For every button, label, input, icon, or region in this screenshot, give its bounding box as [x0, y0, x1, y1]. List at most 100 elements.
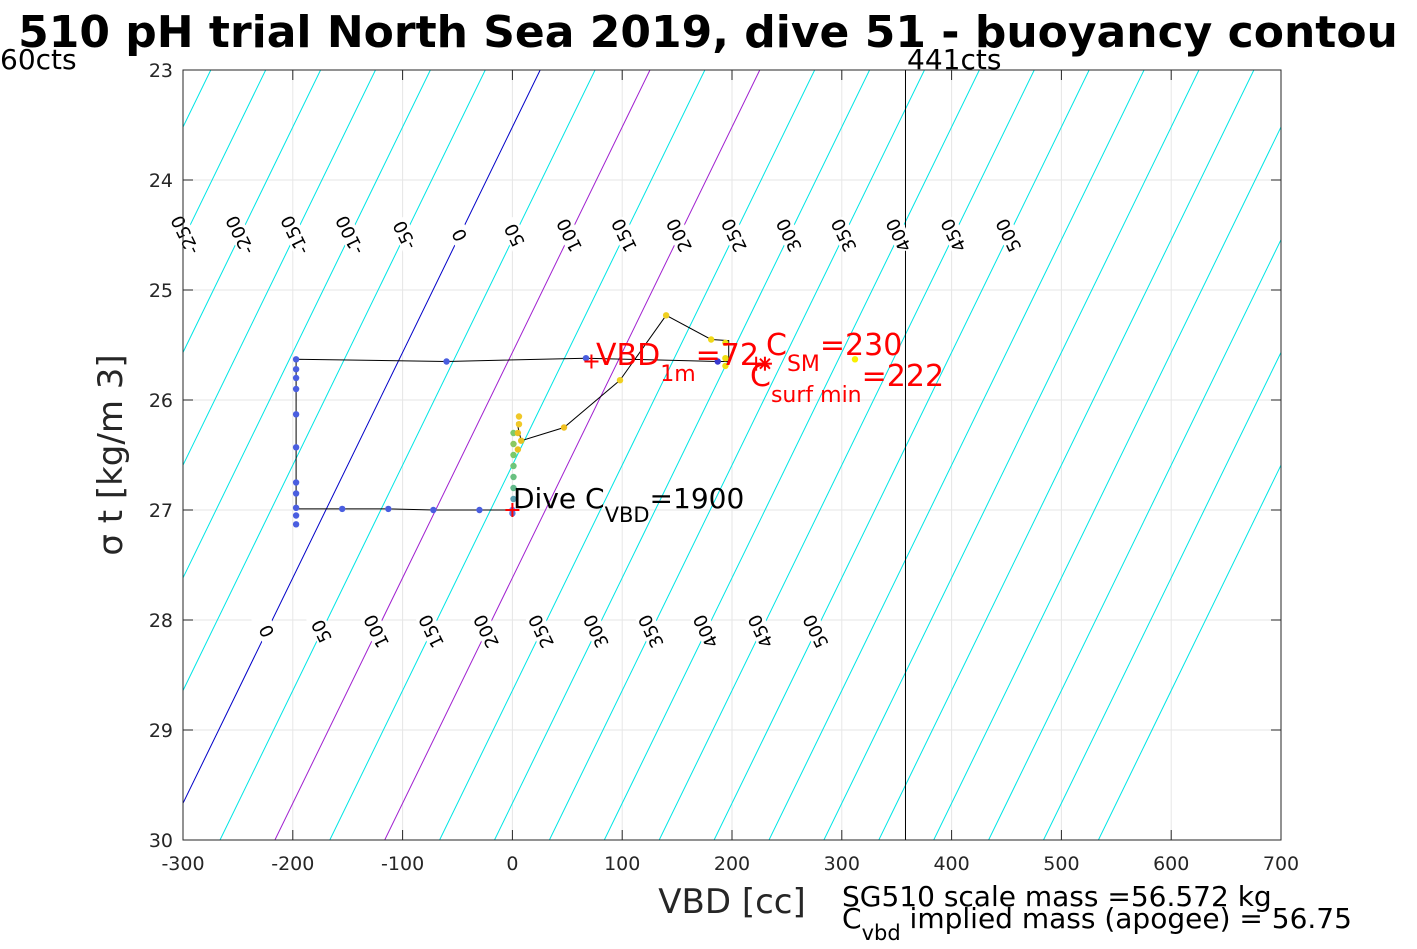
marker-stroke — [759, 357, 771, 370]
contour-label-backdrop — [224, 215, 256, 255]
vbd-1m-annotation: VBD1m=72 — [596, 338, 759, 387]
annotation-markers — [505, 354, 772, 517]
data-point — [510, 495, 517, 503]
contour-label-backdrop — [361, 611, 393, 651]
data-point — [514, 429, 522, 437]
contour-line-0 — [183, 70, 541, 805]
contour-label-backdrop — [334, 215, 366, 255]
contour-line-450 — [658, 70, 1035, 840]
plus-marker — [749, 356, 764, 371]
data-point — [292, 385, 300, 393]
contour-label-backdrop — [635, 611, 667, 651]
contour-label-backdrop — [306, 611, 338, 651]
y-tick-label: 25 — [149, 280, 173, 302]
data-point — [292, 374, 300, 382]
data-point — [514, 446, 522, 453]
contour-label-backdrop — [828, 215, 860, 255]
plus-marker — [584, 354, 599, 369]
contour-line-150 — [329, 70, 706, 840]
data-point — [476, 506, 483, 514]
data-point — [510, 429, 517, 437]
scale-mass-text: SG510 scale mass =56.572 kg — [842, 880, 1272, 913]
data-point — [292, 512, 300, 519]
contour-line--50 — [183, 70, 486, 692]
y-axis-label: σ t [kg/m 3] — [91, 354, 131, 555]
asterisk-marker — [757, 356, 772, 371]
data-point — [510, 473, 517, 481]
contour-label-backdrop — [608, 215, 641, 255]
c-surf-value: =222 — [862, 359, 944, 394]
contour-line-400 — [603, 70, 980, 840]
vbd-1m-value: =72 — [696, 338, 759, 373]
contour-line--400 — [0, 70, 101, 840]
contour-label-backdrop — [470, 611, 503, 651]
y-tick-label: 27 — [149, 500, 173, 522]
contour-line-650 — [878, 70, 1255, 840]
contour-line-600 — [823, 70, 1200, 840]
c-sm-annotation: CSM=230 — [766, 328, 902, 377]
chart-title: 510 pH trial North Sea 2019, dive 51 - b… — [18, 7, 1398, 58]
data-point — [722, 339, 729, 346]
contour-label-backdrop — [416, 611, 448, 651]
y-tick-label: 26 — [149, 390, 173, 412]
x-tick-label: 200 — [714, 853, 750, 875]
c-sm-value: =230 — [820, 328, 902, 363]
dive-cvbd-base: Dive C — [513, 482, 605, 515]
contour-line-100 — [274, 70, 651, 840]
implied-mass-rest: implied mass (apogee) = 56.75 — [901, 902, 1352, 935]
contour-line--450 — [0, 70, 46, 840]
x-tick-label: 100 — [604, 853, 640, 875]
data-point — [582, 355, 590, 362]
contour-label-backdrop — [251, 611, 283, 651]
contour-line-300 — [494, 70, 871, 840]
contour-label-backdrop — [499, 215, 531, 255]
c-surf-min-annotation: Csurf min=222 — [750, 359, 944, 408]
dive-cvbd-value: =1900 — [650, 482, 745, 515]
data-point — [515, 413, 523, 420]
c-sm-sub: SM — [787, 352, 820, 377]
x-tick-label: -100 — [381, 853, 424, 875]
data-point — [339, 505, 346, 513]
data-point — [292, 479, 300, 486]
x-tick-label: 700 — [1263, 853, 1299, 875]
y-axis-label-text: σ t [kg/m 3] — [91, 354, 131, 555]
x-tick-label: -200 — [271, 853, 314, 875]
contour-labels: -250 -200 -150 -100 -50 0 50 100 150 200 250 300 350… — [167, 212, 1026, 651]
contour-line--350 — [0, 70, 156, 840]
contour-label-backdrop — [993, 215, 1025, 255]
c-surf-sub: surf min — [771, 383, 862, 408]
data-point — [662, 312, 670, 319]
y-tick-label: 28 — [149, 610, 173, 632]
contour-label-backdrop — [389, 215, 421, 255]
data-point — [517, 437, 525, 444]
x-tick-label: 400 — [933, 853, 969, 875]
contour-line-850 — [1097, 464, 1281, 840]
x-tick-label: 300 — [824, 853, 860, 875]
contour-label-backdrop — [580, 611, 612, 651]
contour-line-50 — [219, 70, 596, 840]
contour-line-750 — [988, 238, 1281, 840]
implied-mass-base: C — [842, 902, 862, 935]
contour-line-500 — [713, 70, 1090, 840]
data-point — [510, 451, 517, 459]
contour-line-200 — [384, 70, 761, 840]
data-point — [722, 355, 729, 362]
left-count-label: 60cts — [0, 43, 77, 76]
implied-mass-text: Cvbd implied mass (apogee) = 56.75 — [842, 902, 1352, 945]
contour-label-backdrop — [554, 215, 586, 255]
data-point — [430, 506, 437, 514]
contour-label-backdrop — [169, 215, 201, 255]
axis-ticks: -300 -200 -100 0 100 200 300 400 500 600 700 23 24 25… — [149, 60, 1299, 875]
contour-line--100 — [183, 70, 431, 579]
vertical-line-label: 441cts — [907, 43, 1001, 76]
contour-line-550 — [768, 70, 1145, 840]
contour-label-backdrop — [279, 215, 311, 255]
contour-line--150 — [183, 70, 376, 467]
data-point — [714, 358, 721, 365]
contour-label-backdrop — [745, 611, 777, 651]
contour-label-backdrop — [444, 215, 476, 255]
y-tick-label: 24 — [149, 170, 173, 192]
contour-label-backdrop — [883, 215, 915, 255]
data-point — [510, 462, 517, 470]
